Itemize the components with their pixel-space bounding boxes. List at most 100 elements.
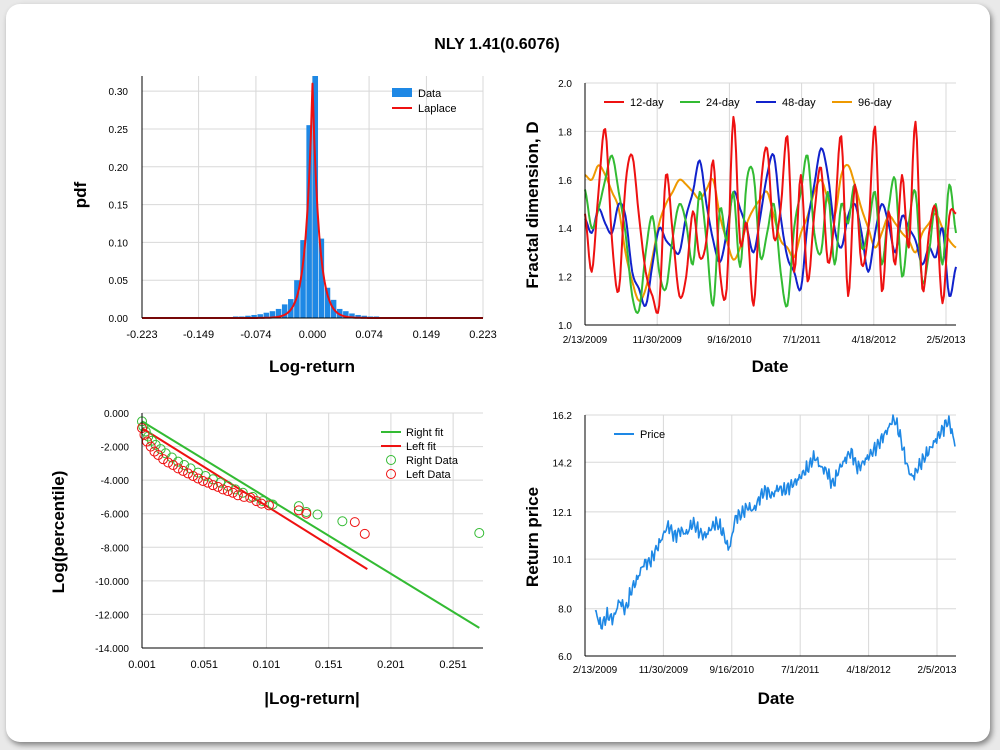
y-tick-label: 8.0 — [558, 605, 572, 616]
histogram-bar — [300, 240, 306, 318]
series-line-24-day — [584, 154, 957, 314]
histogram-bar — [245, 315, 251, 318]
pdf-axes — [141, 76, 483, 319]
left-data-point — [178, 465, 189, 476]
pdf-x-label: Log-return — [269, 357, 355, 376]
x-tick-label: 0.101 — [253, 659, 281, 671]
figure-card — [6, 4, 990, 742]
x-tick-label: 2/13/2009 — [573, 665, 618, 676]
y-tick-label: 0.00 — [109, 314, 129, 325]
pdf-histogram-panel: -0.223 -0.149 -0.074 0.000 0.074 0.149 0.223 0.… — [71, 76, 497, 376]
histogram-bar — [275, 308, 282, 318]
x-tick-label: 11/30/2009 — [633, 335, 683, 346]
y-tick-label: -12.000 — [95, 610, 129, 621]
fractal-ticks: 2/13/2009 11/30/2009 9/16/2010 7/1/2011 4/18… — [558, 79, 966, 346]
left-data-point — [217, 484, 228, 495]
histogram-bar — [349, 313, 355, 318]
pdf-legend: Data Laplace — [392, 88, 457, 115]
left-data-point — [301, 508, 312, 519]
x-tick-label: 9/16/2010 — [707, 335, 752, 346]
right-data-point — [185, 463, 196, 474]
left-data-point — [139, 429, 150, 440]
right-data-point — [474, 528, 485, 539]
y-tick-label: 1.6 — [558, 176, 572, 187]
right-fit-line — [141, 420, 480, 629]
legend-label-left-data: Left Data — [406, 469, 452, 481]
tail-y-label: Log(percentile) — [49, 471, 68, 594]
pdf-ticks: -0.223 -0.149 -0.074 0.000 0.074 0.149 0.223 0.… — [109, 87, 497, 341]
x-tick-label: 0.000 — [299, 329, 327, 341]
legend-label: 48-day — [782, 97, 816, 109]
x-tick-label: 2/5/2013 — [918, 665, 957, 676]
left-data-point — [145, 441, 156, 452]
x-tick-label: 4/18/2012 — [852, 335, 897, 346]
histogram-bar — [312, 76, 319, 318]
legend-label: 96-day — [858, 97, 892, 109]
price-marks — [594, 414, 956, 630]
fractal-marks — [584, 115, 957, 314]
x-tick-label: 4/18/2012 — [846, 665, 891, 676]
tail-x-label: |Log-return| — [264, 689, 359, 708]
legend-label-left-fit: Left fit — [406, 441, 436, 453]
left-data-point — [188, 470, 199, 481]
y-tick-label: 0.10 — [109, 238, 129, 249]
histogram-bar — [343, 311, 349, 318]
y-tick-label: 10.1 — [553, 555, 573, 566]
left-data-point — [173, 463, 184, 474]
left-data-point — [349, 517, 360, 528]
price-line — [594, 414, 956, 630]
price-grid — [585, 414, 956, 657]
x-tick-label: 9/16/2010 — [710, 665, 755, 676]
left-data-point — [359, 528, 370, 539]
x-tick-label: 2/13/2009 — [563, 335, 608, 346]
x-tick-label: 11/30/2009 — [639, 665, 689, 676]
y-tick-label: 1.4 — [558, 224, 572, 235]
histogram-bar — [269, 311, 276, 318]
right-data-point — [267, 499, 278, 510]
y-tick-label: 1.8 — [558, 127, 572, 138]
y-tick-label: 0.30 — [109, 87, 129, 98]
right-data-point — [312, 509, 323, 520]
price-legend: Price — [614, 429, 665, 441]
y-tick-label: 0.000 — [104, 409, 129, 420]
right-data-point — [337, 516, 348, 527]
y-tick-label: -8.000 — [101, 543, 130, 554]
histogram-bar — [257, 314, 263, 318]
series-line-12-day — [584, 115, 957, 314]
fractal-legend: 12-day 24-day 48-day 96-day — [604, 97, 892, 109]
y-tick-label: -6.000 — [101, 510, 130, 521]
left-data-point — [183, 468, 194, 479]
y-tick-label: -2.000 — [101, 443, 130, 454]
y-tick-label: 0.15 — [109, 201, 129, 212]
legend-label-data: Data — [418, 88, 442, 100]
histogram-bar — [361, 315, 367, 318]
legend-label-laplace: Laplace — [418, 103, 457, 115]
price-y-label: Return price — [523, 487, 542, 587]
x-tick-label: 0.151 — [315, 659, 343, 671]
left-data-point — [239, 491, 250, 502]
pdf-y-label: pdf — [71, 181, 90, 208]
left-data-point — [193, 473, 204, 484]
histogram-bar — [318, 238, 325, 318]
price-x-label: Date — [758, 689, 795, 708]
histogram-bar — [324, 287, 331, 318]
histogram-bar — [251, 314, 257, 318]
x-tick-label: 7/1/2011 — [783, 335, 822, 346]
legend-swatch-data — [392, 88, 412, 97]
x-tick-label: 0.251 — [439, 659, 467, 671]
fractal-axes — [584, 83, 956, 326]
histogram-bar — [263, 312, 270, 318]
fractal-x-label: Date — [752, 357, 789, 376]
left-data-point — [222, 486, 233, 497]
x-tick-label: 0.149 — [413, 329, 441, 341]
x-tick-label: 2/5/2013 — [927, 335, 966, 346]
y-tick-label: 0.25 — [109, 125, 129, 136]
tail-marks — [137, 416, 485, 629]
legend-swatch-right-data — [386, 455, 396, 465]
left-data-point — [232, 490, 243, 501]
x-tick-label: -0.074 — [240, 329, 271, 341]
y-tick-label: 6.0 — [558, 652, 572, 663]
left-data-point — [207, 480, 218, 491]
x-tick-label: 0.074 — [355, 329, 383, 341]
